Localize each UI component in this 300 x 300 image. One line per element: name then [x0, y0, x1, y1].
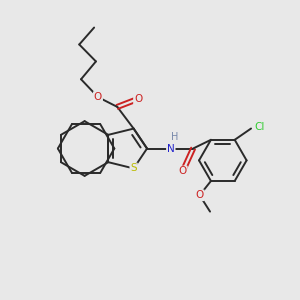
Text: O: O: [134, 94, 142, 104]
Text: Cl: Cl: [254, 122, 264, 132]
Text: O: O: [178, 167, 187, 176]
Text: N: N: [167, 143, 175, 154]
Text: S: S: [130, 164, 137, 173]
Text: O: O: [94, 92, 102, 102]
Text: H: H: [171, 132, 178, 142]
Text: O: O: [196, 190, 204, 200]
